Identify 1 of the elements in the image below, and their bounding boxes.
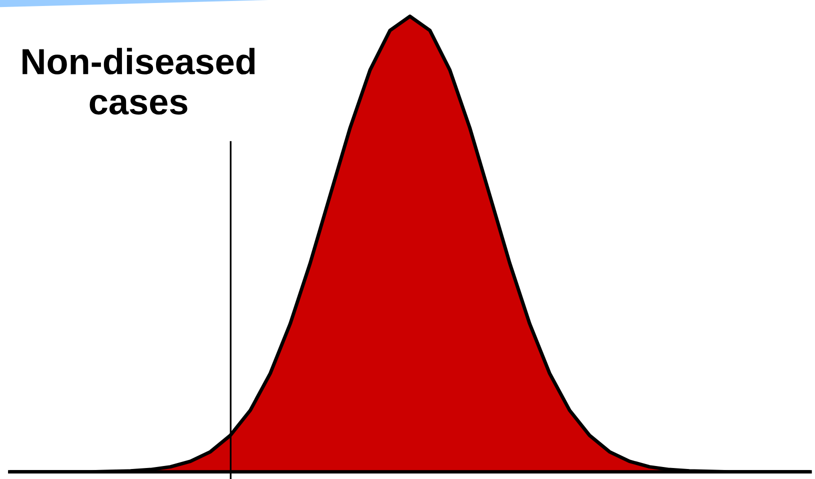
- annotation: Non-diseased cases: [22, 48, 255, 115]
